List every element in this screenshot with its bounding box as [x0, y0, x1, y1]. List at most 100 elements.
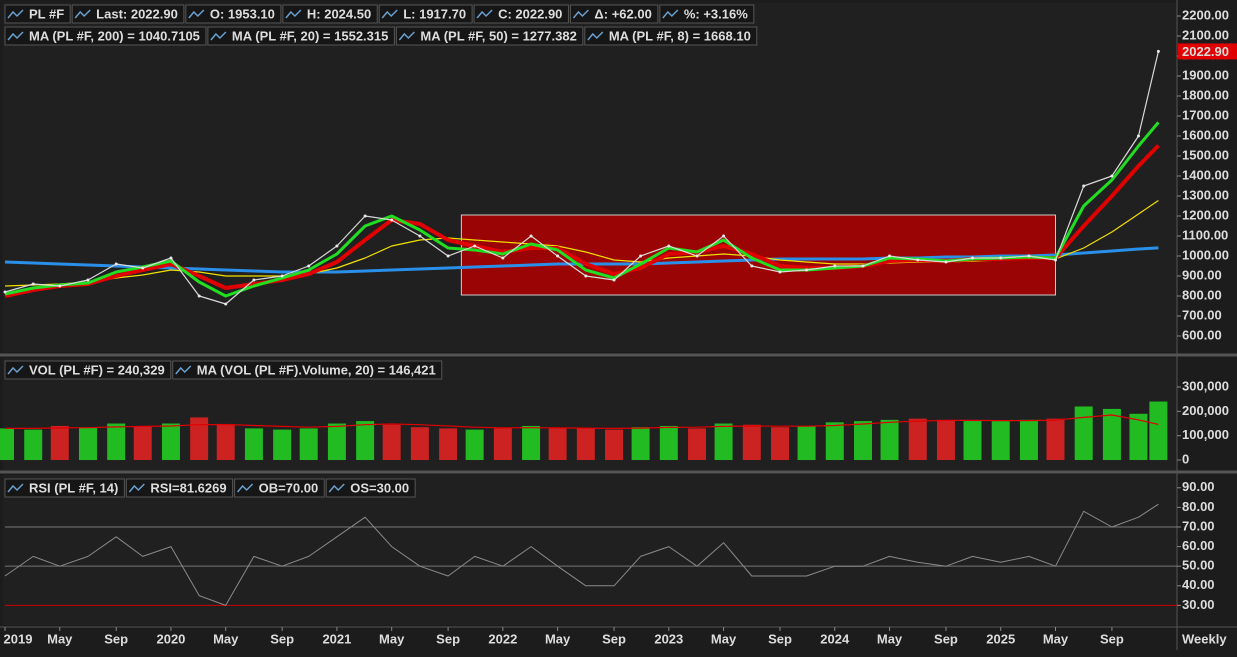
y-tick-label: 80.00: [1182, 499, 1215, 514]
price-point: [197, 294, 201, 298]
y-tick-label: 800.00: [1182, 287, 1222, 302]
legend-chip: [4, 360, 172, 380]
x-tick-label: 2023: [654, 631, 683, 646]
x-tick-label: 2019: [4, 631, 33, 646]
legend-icon: [74, 9, 91, 19]
x-tick-label: 2024: [820, 631, 850, 646]
volume-bar: [78, 427, 97, 461]
legend-chip: [185, 4, 282, 24]
legend-icon: [381, 9, 398, 19]
y-tick-label: 1400.00: [1182, 167, 1229, 182]
volume-bar: [631, 427, 650, 461]
volume-bar: [1149, 401, 1168, 461]
legend-text: VOL (PL #F) = 240,329: [29, 362, 165, 377]
price-point: [252, 278, 256, 282]
legend-chip: [378, 4, 473, 24]
y-tick-label: 40.00: [1182, 577, 1215, 592]
x-tick-label: Sep: [1100, 631, 1124, 646]
volume-bar: [659, 425, 678, 461]
legend-chip: [4, 4, 71, 24]
price-point: [3, 290, 7, 294]
price-point: [390, 218, 394, 222]
legend-chip: [234, 478, 325, 498]
x-tick-label: Sep: [270, 631, 294, 646]
x-tick-label: May: [47, 631, 73, 646]
legend-text: MA (PL #F, 8) = 1668.10: [609, 28, 751, 43]
price-point: [224, 302, 228, 306]
volume-bar: [714, 423, 733, 461]
legend-text: OB=70.00: [259, 480, 319, 495]
legend-chip: [207, 26, 395, 46]
x-tick-label: 2025: [986, 631, 1015, 646]
volume-bar: [825, 422, 844, 461]
legend-text: H: 2024.50: [307, 6, 371, 21]
volume-bar: [991, 421, 1010, 461]
volume-bar: [1019, 419, 1038, 461]
legend-icon: [587, 31, 604, 41]
x-tick-label: May: [1043, 631, 1069, 646]
x-tick-label: Sep: [104, 631, 128, 646]
series-line: [4, 503, 1159, 606]
x-tick-label: May: [379, 631, 405, 646]
x-tick-label: 2021: [322, 631, 351, 646]
volume-bar: [936, 419, 955, 461]
legend-text: MA (PL #F, 200) = 1040.7105: [29, 28, 200, 43]
legend-icon: [188, 9, 205, 19]
price-point: [750, 264, 754, 268]
price-point: [805, 268, 809, 272]
legend-text: RSI (PL #F, 14): [29, 480, 118, 495]
legend-chip: [4, 26, 207, 46]
y-tick-label: 60.00: [1182, 538, 1215, 553]
y-tick-label: 300,000: [1182, 378, 1229, 393]
price-point: [31, 282, 35, 286]
price-point: [169, 256, 173, 260]
legend-icon: [662, 9, 679, 19]
volume-bar: [605, 429, 624, 461]
legend-chip: [659, 4, 755, 24]
price-point: [58, 284, 62, 288]
price-point: [999, 256, 1003, 260]
y-tick-label: 900.00: [1182, 267, 1222, 282]
price-point: [1156, 49, 1160, 53]
legend-icon: [210, 31, 227, 41]
volume-bar: [299, 428, 318, 461]
volume-bar: [576, 428, 595, 461]
volume-bar: [1074, 406, 1093, 461]
volume-bar: [797, 425, 816, 461]
volume-bar: [216, 424, 235, 461]
y-tick-label: 1700.00: [1182, 107, 1229, 122]
legend-icon: [237, 483, 254, 493]
legend-icon: [7, 9, 24, 19]
legend-text: L: 1917.70: [403, 6, 466, 21]
volume-bar: [688, 428, 707, 461]
volume-bar: [327, 423, 346, 461]
volume-bar: [190, 417, 209, 461]
price-point: [473, 244, 477, 248]
volume-bar: [107, 423, 126, 461]
y-tick-label: 1900.00: [1182, 67, 1229, 82]
y-tick-label: 200,000: [1182, 403, 1229, 418]
y-tick-label: 2200.00: [1182, 7, 1229, 22]
legend-icon: [328, 483, 345, 493]
y-tick-label: 1500.00: [1182, 147, 1229, 162]
legend-text: C: 2022.90: [498, 6, 562, 21]
price-point: [1053, 258, 1057, 262]
volume-bar: [1102, 408, 1121, 461]
x-tick-label: May: [545, 631, 571, 646]
volume-bar: [161, 423, 180, 461]
legend-chip: [569, 4, 659, 24]
legend-text: Δ: +62.00: [594, 6, 651, 21]
x-tick-label: 2020: [156, 631, 185, 646]
rsi-pane: [3, 475, 1177, 625]
price-point: [916, 258, 920, 262]
price-point: [861, 264, 865, 268]
volume-bar: [356, 421, 375, 461]
legend-chip: [71, 4, 185, 24]
price-point: [1082, 184, 1086, 188]
x-tick-label: 2022: [488, 631, 517, 646]
legend-icon: [572, 9, 589, 19]
price-point: [446, 254, 450, 258]
price-point: [833, 264, 837, 268]
x-tick-label: May: [877, 631, 903, 646]
volume-bar: [880, 419, 899, 461]
